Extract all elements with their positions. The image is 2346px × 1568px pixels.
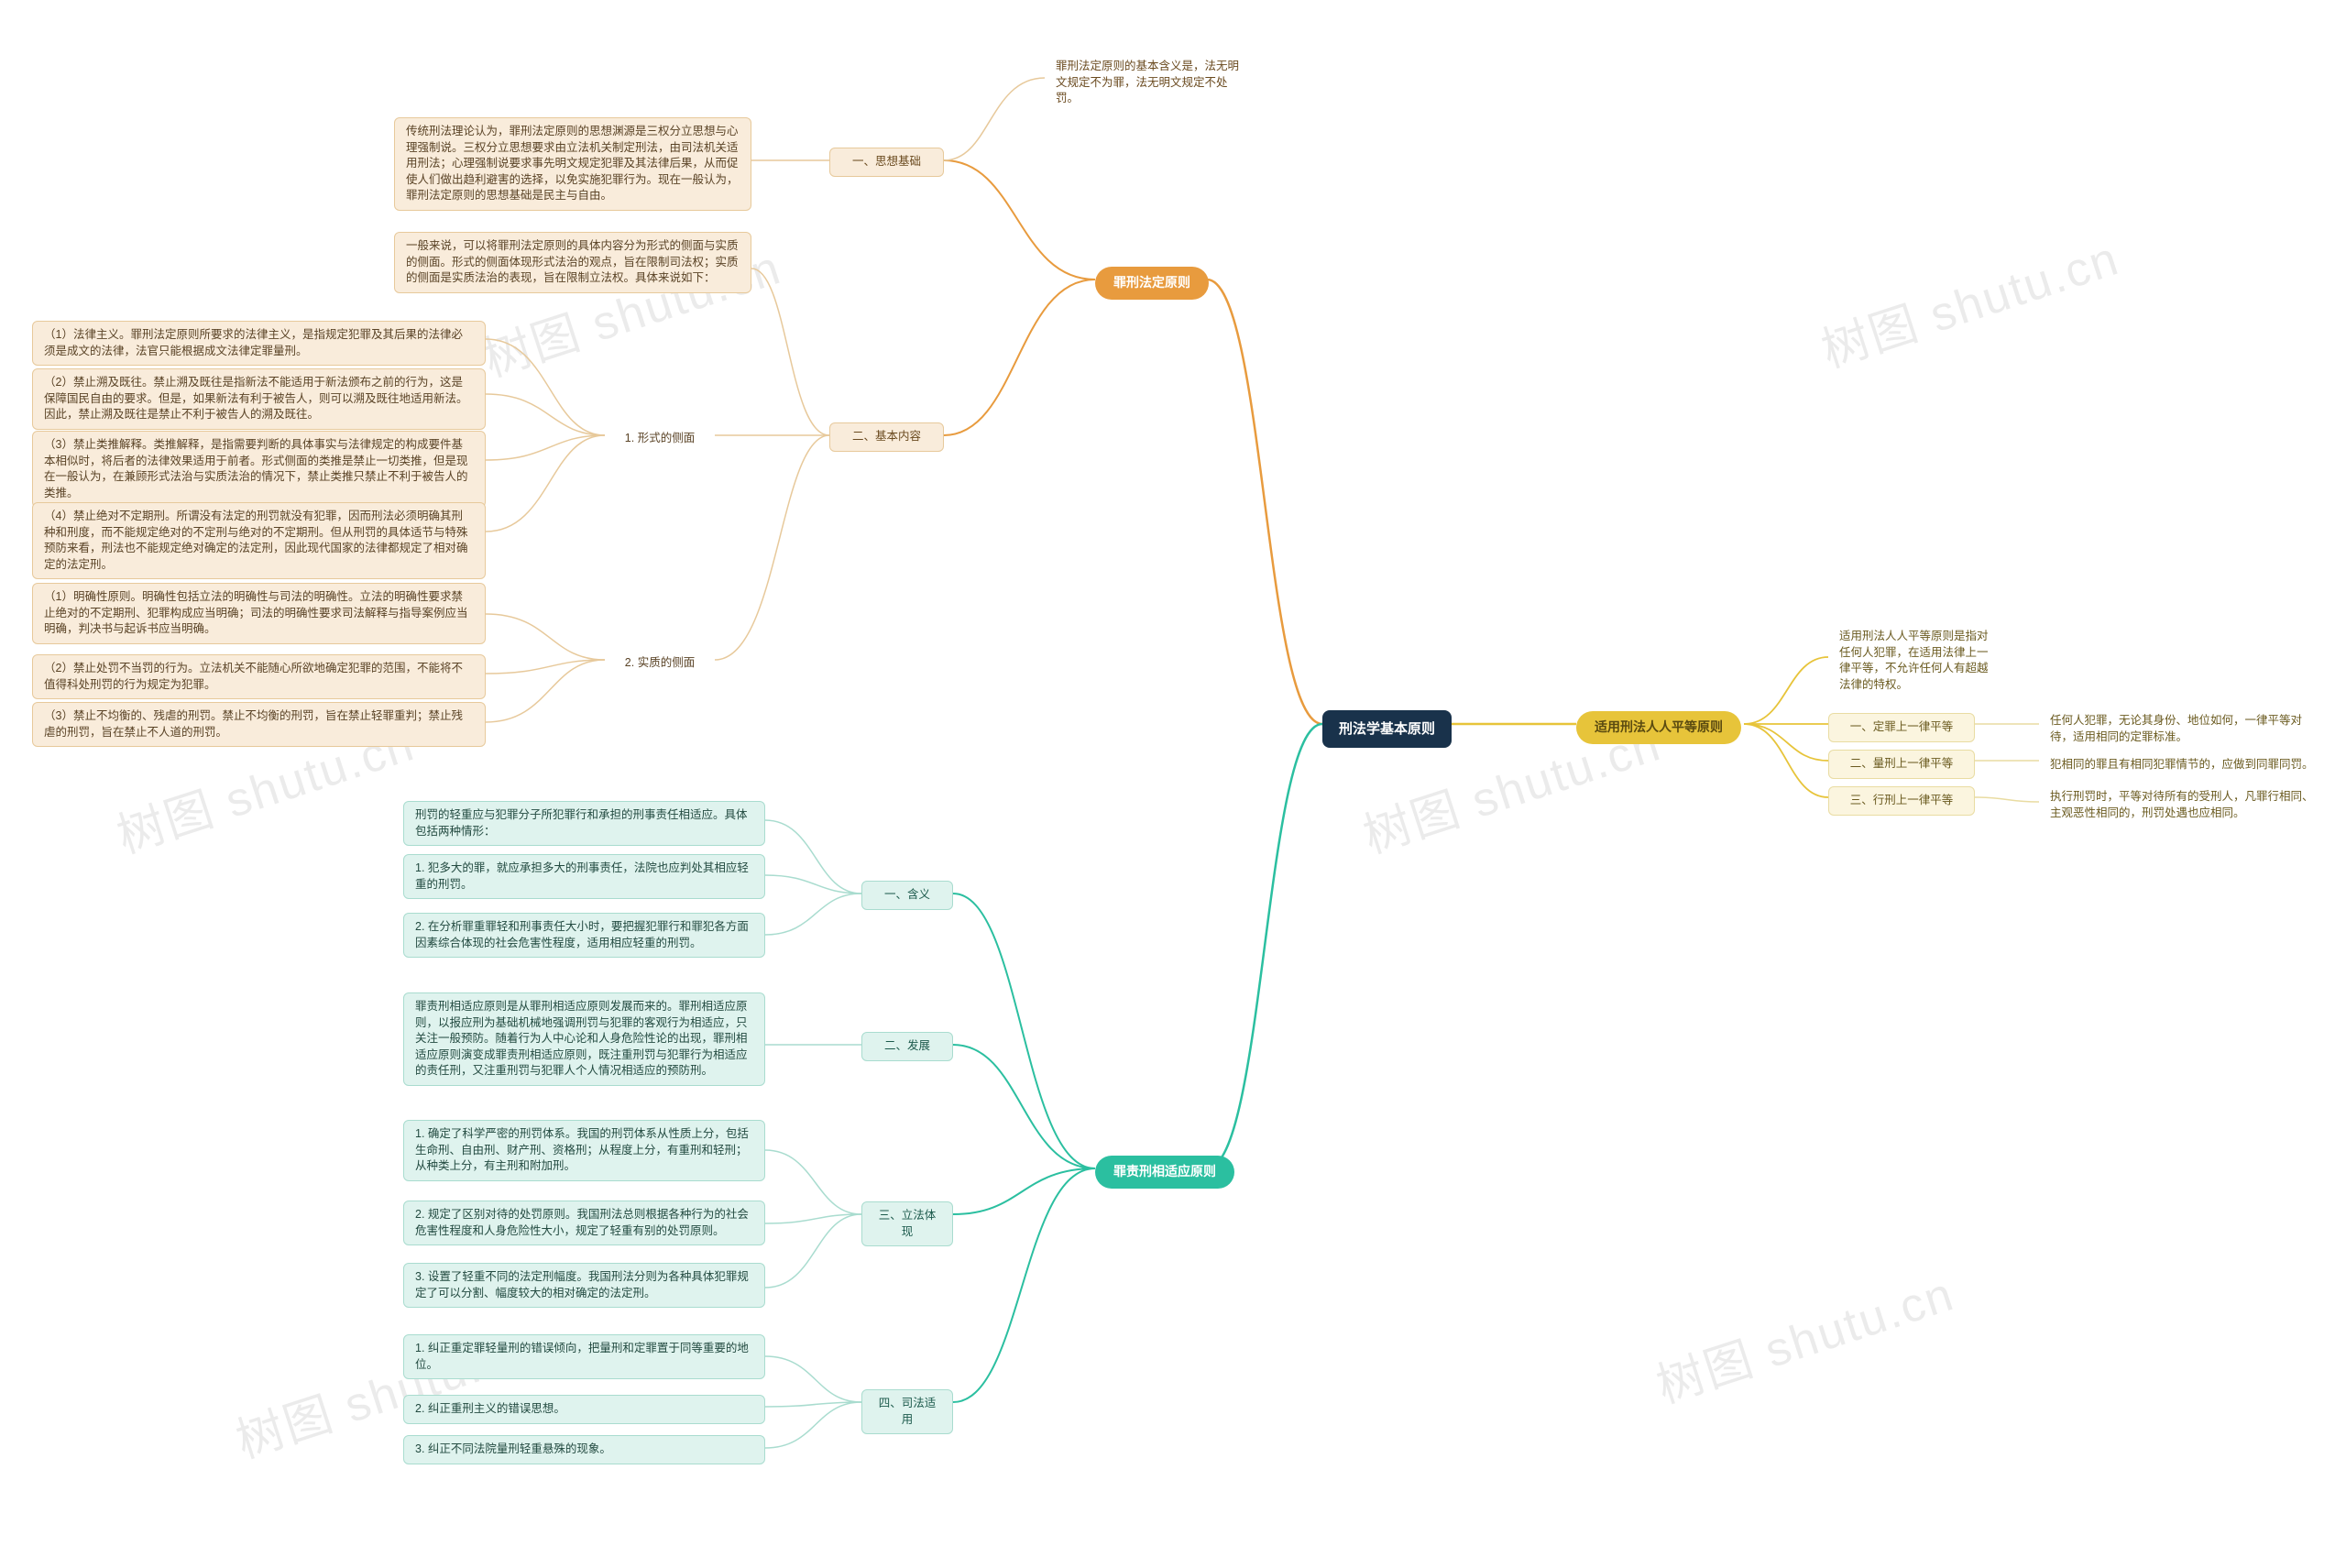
- b1-sub2-title[interactable]: 二、基本内容: [829, 422, 944, 452]
- b3-sub1-title[interactable]: 一、含义: [861, 881, 953, 910]
- b2-def: 适用刑法人人平等原则是指对任何人犯罪，在适用法律上一律平等，不允许任何人有超越法…: [1828, 623, 2002, 698]
- root-node[interactable]: 刑法学基本原则: [1322, 710, 1452, 748]
- b1-substantive-title[interactable]: 2. 实质的侧面: [605, 650, 715, 677]
- branch-principle-1[interactable]: 罪刑法定原则: [1095, 267, 1209, 300]
- b1-f4: （4）禁止绝对不定期刑。所谓没有法定的刑罚就没有犯罪，因而刑法必须明确其刑种和刑…: [32, 502, 486, 579]
- b1-s1: （1）明确性原则。明确性包括立法的明确性与司法的明确性。立法的明确性要求禁止绝对…: [32, 583, 486, 644]
- b3-sub4-title[interactable]: 四、司法适用: [861, 1389, 953, 1434]
- b1-sub2-intro: 一般来说，可以将罪刑法定原则的具体内容分为形式的侧面与实质的侧面。形式的侧面体现…: [394, 232, 751, 293]
- b3-s4-p2: 2. 纠正重刑主义的错误思想。: [403, 1395, 765, 1424]
- b3-s3-p3: 3. 设置了轻重不同的法定刑幅度。我国刑法分则为各种具体犯罪规定了可以分割、幅度…: [403, 1263, 765, 1308]
- b1-sub1-title[interactable]: 一、思想基础: [829, 148, 944, 177]
- branch-principle-3[interactable]: 罪责刑相适应原则: [1095, 1156, 1234, 1189]
- b2-r2-body: 犯相同的罪且有相同犯罪情节的，应做到同罪同罚。: [2039, 751, 2332, 779]
- watermark: 树图 shutu.cn: [1812, 220, 2127, 380]
- b1-f2: （2）禁止溯及既往。禁止溯及既往是指新法不能适用于新法颁布之前的行为，这是保障国…: [32, 368, 486, 430]
- b2-r2-title[interactable]: 二、量刑上一律平等: [1828, 750, 1975, 779]
- connector-layer: [0, 0, 2346, 1568]
- b1-s2: （2）禁止处罚不当罚的行为。立法机关不能随心所欲地确定犯罪的范围，不能将不值得科…: [32, 654, 486, 699]
- b1-f3: （3）禁止类推解释。类推解释，是指需要判断的具体事实与法律规定的构成要件基本相似…: [32, 431, 486, 508]
- b2-r1-title[interactable]: 一、定罪上一律平等: [1828, 713, 1975, 742]
- b3-sub3-title[interactable]: 三、立法体现: [861, 1201, 953, 1246]
- b1-sub1-body: 传统刑法理论认为，罪刑法定原则的思想渊源是三权分立思想与心理强制说。三权分立思想…: [394, 117, 751, 211]
- watermark: 树图 shutu.cn: [1647, 1255, 1962, 1416]
- b3-sub2-title[interactable]: 二、发展: [861, 1032, 953, 1061]
- b3-s3-p1: 1. 确定了科学严密的刑罚体系。我国的刑罚体系从性质上分，包括生命刑、自由刑、财…: [403, 1120, 765, 1181]
- b3-s2-body: 罪责刑相适应原则是从罪刑相适应原则发展而来的。罪刑相适应原则，以报应刑为基础机械…: [403, 992, 765, 1086]
- b1-sub1-def: 罪刑法定原则的基本含义是，法无明文规定不为罪，法无明文规定不处罚。: [1045, 53, 1251, 113]
- b3-s4-p1: 1. 纠正重定罪轻量刑的错误倾向，把量刑和定罪置于同等重要的地位。: [403, 1334, 765, 1379]
- b2-r3-title[interactable]: 三、行刑上一律平等: [1828, 786, 1975, 816]
- b1-s3: （3）禁止不均衡的、残虐的刑罚。禁止不均衡的刑罚，旨在禁止轻罪重判；禁止残虐的刑…: [32, 702, 486, 747]
- b1-formal-title[interactable]: 1. 形式的侧面: [605, 425, 715, 453]
- b3-s3-p2: 2. 规定了区别对待的处罚原则。我国刑法总则根据各种行为的社会危害性程度和人身危…: [403, 1201, 765, 1245]
- branch-principle-2[interactable]: 适用刑法人人平等原则: [1576, 711, 1741, 744]
- b1-f1: （1）法律主义。罪刑法定原则所要求的法律主义，是指规定犯罪及其后果的法律必须是成…: [32, 321, 486, 366]
- b2-r1-body: 任何人犯罪，无论其身份、地位如何，一律平等对待，适用相同的定罪标准。: [2039, 707, 2332, 751]
- b3-s1-p2: 2. 在分析罪重罪轻和刑事责任大小时，要把握犯罪行和罪犯各方面因素综合体现的社会…: [403, 913, 765, 958]
- b3-s1-intro: 刑罚的轻重应与犯罪分子所犯罪行和承担的刑事责任相适应。具体包括两种情形：: [403, 801, 765, 846]
- b3-s1-p1: 1. 犯多大的罪，就应承担多大的刑事责任，法院也应判处其相应轻重的刑罚。: [403, 854, 765, 899]
- b2-r3-body: 执行刑罚时，平等对待所有的受刑人，凡罪行相同、主观恶性相同的，刑罚处遇也应相同。: [2039, 784, 2332, 827]
- b3-s4-p3: 3. 纠正不同法院量刑轻重悬殊的现象。: [403, 1435, 765, 1464]
